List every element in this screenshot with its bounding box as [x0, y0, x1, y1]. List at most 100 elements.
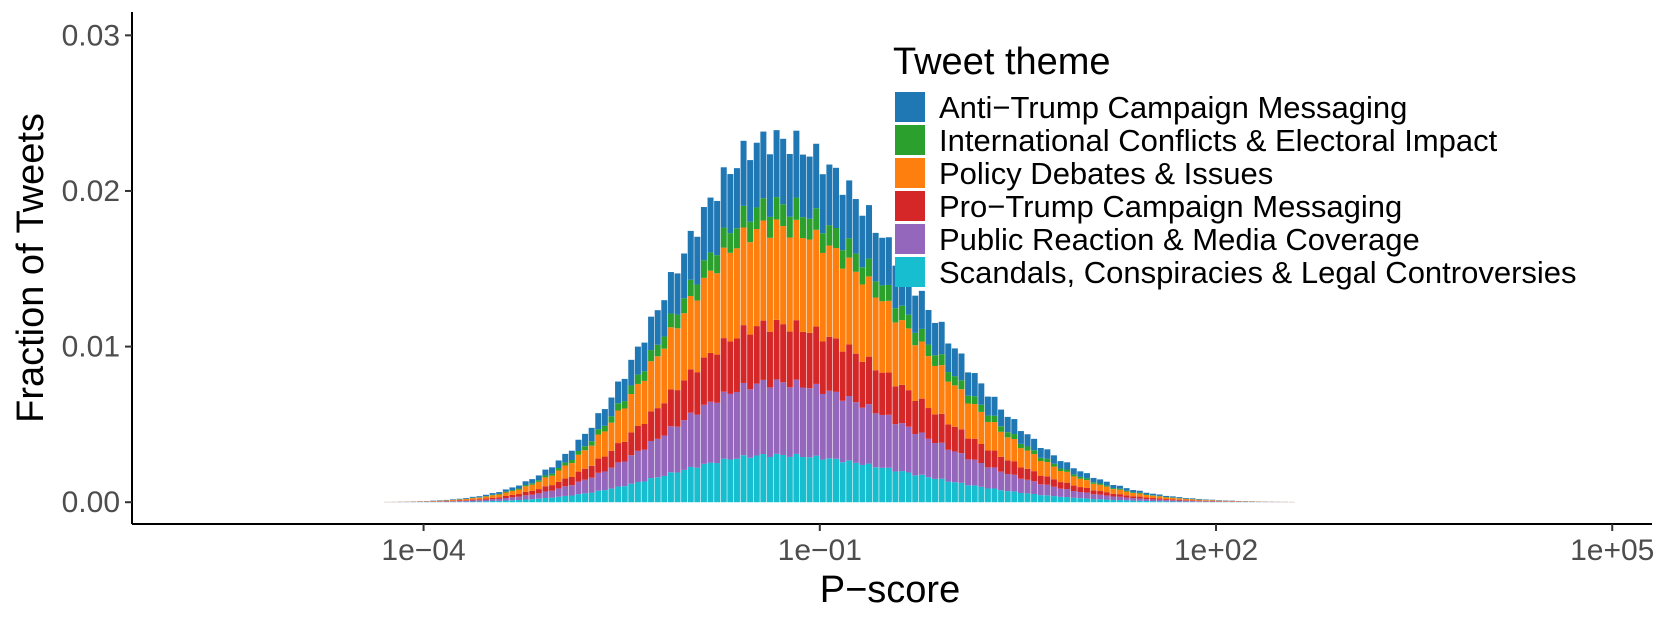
bar-segment-3 — [971, 438, 978, 460]
bar-segment-5 — [720, 227, 727, 248]
bar-segment-3 — [1077, 487, 1084, 493]
legend-items: Anti−Trump Campaign MessagingInternation… — [895, 90, 1577, 290]
bar-segment-1 — [978, 486, 985, 503]
bar-segment-2 — [760, 379, 767, 455]
x-tick-label: 1e+05 — [1570, 534, 1654, 567]
bar-segment-2 — [773, 379, 780, 454]
bar-segment-3 — [714, 354, 721, 403]
bar-segment-4 — [615, 410, 622, 444]
bar-segment-2 — [747, 389, 754, 458]
bar-segment-1 — [714, 463, 721, 503]
bar-segment-4 — [991, 422, 998, 451]
bar-segment-3 — [575, 471, 582, 482]
bar-segment-6 — [819, 174, 826, 234]
bar-segment-6 — [575, 439, 582, 451]
bar-segment-4 — [700, 277, 707, 358]
bar-segment-1 — [1156, 501, 1163, 503]
bar-segment-1 — [971, 485, 978, 503]
bar-segment-1 — [628, 483, 635, 503]
bar-segment-4 — [1149, 495, 1156, 499]
bar-segment-4 — [1083, 480, 1090, 488]
bar-segment-5 — [615, 403, 622, 411]
bar-segment-4 — [1024, 450, 1031, 469]
bar-segment-6 — [1163, 495, 1170, 498]
bar-segment-6 — [872, 232, 879, 282]
bar-segment-3 — [1050, 479, 1057, 487]
bar-segment-2 — [938, 442, 945, 479]
bar-segment-2 — [826, 390, 833, 459]
bar-segment-5 — [1149, 495, 1156, 496]
bar-segment-3 — [1143, 497, 1150, 500]
bar-segment-4 — [945, 381, 952, 425]
bar-segment-2 — [509, 497, 516, 501]
bar-segment-4 — [971, 404, 978, 439]
bar-segment-2 — [575, 481, 582, 495]
bar-segment-4 — [786, 237, 793, 332]
bar-segment-4 — [687, 296, 694, 370]
bar-segment-1 — [601, 490, 608, 503]
bar-segment-3 — [819, 341, 826, 394]
bar-segment-6 — [773, 130, 780, 198]
bar-segment-5 — [1123, 490, 1130, 492]
bar-segment-3 — [1130, 496, 1137, 499]
bar-segment-3 — [1031, 471, 1038, 482]
bar-segment-1 — [654, 477, 661, 503]
bar-segment-3 — [502, 495, 509, 498]
bar-segment-6 — [879, 237, 886, 286]
bar-segment-2 — [1182, 500, 1190, 502]
bar-segment-3 — [813, 326, 820, 384]
bar-segment-4 — [852, 271, 859, 354]
bar-segment-1 — [496, 500, 503, 503]
bar-segment-4 — [1209, 500, 1216, 501]
bar-segment-6 — [1156, 494, 1163, 496]
y-tick-label: 0.02 — [62, 175, 120, 208]
bar-segment-5 — [1004, 432, 1011, 438]
bar-segment-6 — [1189, 498, 1196, 500]
bar-segment-4 — [1050, 466, 1057, 480]
bar-segment-2 — [542, 491, 549, 498]
bar-segment-1 — [522, 499, 529, 503]
bar-segment-4 — [443, 500, 450, 502]
bar-segment-2 — [667, 426, 674, 473]
bar-segment-4 — [595, 434, 602, 459]
bar-segment-5 — [879, 285, 886, 302]
bar-segment-5 — [562, 462, 569, 466]
bar-segment-5 — [621, 401, 628, 409]
bar-segment-6 — [852, 199, 859, 254]
bar-segment-1 — [753, 455, 760, 503]
bar-segment-6 — [661, 300, 668, 337]
bar-segment-2 — [1070, 491, 1077, 498]
bar-segment-4 — [905, 328, 912, 391]
bar-segment-5 — [918, 328, 925, 342]
bar-segment-4 — [674, 328, 681, 391]
y-ticks: 0.00 0.01 0.02 0.03 — [62, 19, 132, 519]
bar-segment-4 — [760, 220, 767, 321]
bar-segment-2 — [866, 404, 873, 464]
bar-segment-4 — [1169, 497, 1176, 500]
bar-segment-2 — [905, 426, 912, 473]
bar-segment-6 — [932, 322, 939, 356]
bar-segment-6 — [806, 156, 813, 219]
bar-segment-6 — [714, 200, 721, 256]
bar-segment-3 — [681, 380, 688, 421]
bar-segment-2 — [846, 396, 853, 461]
bar-segment-3 — [469, 499, 476, 501]
bar-segment-2 — [707, 401, 714, 463]
bar-segment-2 — [833, 391, 840, 459]
bar-segment-3 — [601, 456, 608, 472]
bar-segment-3 — [489, 497, 496, 500]
bar-segment-1 — [1064, 497, 1071, 503]
bar-segment-6 — [859, 215, 866, 268]
bar-segment-3 — [747, 334, 754, 390]
bar-segment-4 — [582, 450, 589, 469]
bar-segment-2 — [502, 497, 509, 501]
bar-segment-4 — [707, 270, 714, 353]
bar-segment-3 — [1196, 500, 1203, 502]
bar-segment-4 — [998, 431, 1005, 457]
bar-segment-5 — [1077, 476, 1084, 479]
bar-segment-6 — [1169, 496, 1176, 498]
bar-segment-1 — [760, 454, 767, 503]
bar-segment-5 — [753, 207, 760, 230]
y-tick-label: 0.01 — [62, 331, 120, 364]
bar-segment-1 — [1077, 498, 1084, 503]
